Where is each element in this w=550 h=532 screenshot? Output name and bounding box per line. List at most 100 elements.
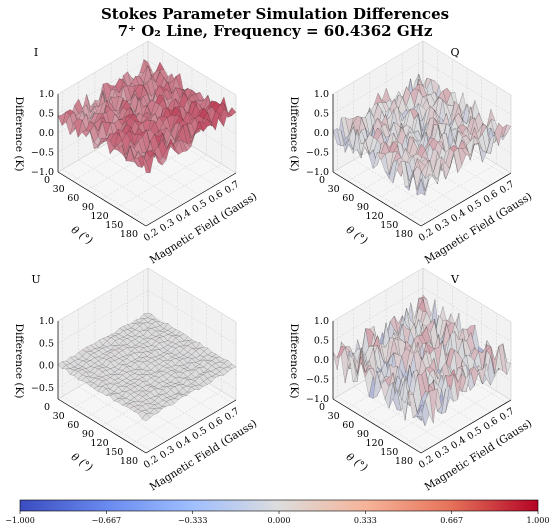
gridline-z [332,60,512,115]
z-tick-label: 1.0 [39,316,54,327]
z-axis-label: Difference (K) [13,97,25,172]
x-axis-label: θ (°) [69,451,95,474]
y-tick-label: 0.5 [190,198,209,215]
y-tick-label: 0.5 [190,425,209,442]
y-tick-label: 0.2 [417,454,436,471]
x-tick-label: 120 [91,211,109,222]
y-tick-label: 0.5 [465,425,484,442]
z-tick-label: 0.5 [314,336,329,347]
z-tick-label: 1.0 [314,89,329,100]
x-tick-label: 90 [82,202,94,213]
surface [332,73,512,196]
colorbar-tick-label: 0.667 [440,516,463,525]
surface [57,313,237,422]
z-tick-label: −1.0 [306,394,329,405]
y-tick-label: 0.5 [465,198,484,215]
x-axis-label: θ (°) [344,451,370,474]
gridline-z [57,99,237,154]
x-axis-line [332,398,422,454]
gridline-z [57,40,237,96]
surface [57,59,237,174]
z-tick-label: 0.5 [39,338,54,349]
y-tick-label: 0.7 [498,179,517,196]
gridline-z [332,40,512,96]
x-axis-line [332,171,422,227]
z-axis-label: Difference (K) [13,324,25,399]
x-tick-label: 60 [67,420,79,431]
y-tick-label: 0.6 [207,415,226,432]
x-tick-label: 150 [105,447,123,458]
y-tick-label: 0.6 [482,415,501,432]
gridline-z [332,306,512,362]
y-tick-label: 0.3 [158,217,177,234]
y-axis-line [420,399,512,454]
figure-title-line1: Stokes Parameter Simulation Differences [101,5,449,23]
x-tick-label: 60 [342,420,354,431]
y-tick-label: 0.4 [449,434,468,451]
colorbar-tick-label: −1.000 [5,516,35,525]
y-tick-label: 0.7 [498,406,517,423]
z-tick-label: −0.5 [31,383,54,394]
x-axis-label: θ (°) [344,224,370,247]
z-tick-label: −0.5 [306,148,329,159]
x-tick-label: 0 [319,402,325,413]
z-tick-label: −1.0 [306,167,329,178]
z-tick-label: 1.0 [39,89,54,100]
colorbar-tick-label: 1.000 [527,516,550,525]
gridline-z [332,267,512,323]
figure-title-line2: 7⁺ O₂ Line, Frequency = 60.4362 GHz [118,22,433,40]
panel-title: I [34,46,38,59]
y-tick-label: 0.4 [174,434,193,451]
panel-title: V [450,273,460,286]
z-tick-label: 0.5 [39,109,54,120]
y-tick-label: 0.7 [223,406,242,423]
y-axis-line [145,172,237,227]
x-tick-label: 0 [319,175,325,186]
surface [332,294,512,427]
x-tick-label: 120 [366,438,384,449]
y-tick-label: 0.4 [174,207,193,224]
x-tick-label: 180 [395,456,413,467]
x-tick-label: 180 [120,229,138,240]
x-axis-label: θ (°) [69,224,95,247]
x-tick-label: 60 [342,193,354,204]
z-axis-label: Difference (K) [288,324,300,399]
y-tick-label: 0.3 [158,444,177,461]
y-axis-line [145,399,237,454]
x-tick-label: 180 [395,229,413,240]
x-tick-label: 90 [357,429,369,440]
x-tick-label: 120 [91,438,109,449]
z-tick-label: 0.0 [314,128,329,139]
x-tick-label: 30 [328,411,340,422]
colorbar: −1.000 −0.667 −0.333 0.000 0.333 0.667 1.000 [5,499,549,525]
colorbar-gradient [19,499,539,512]
z-tick-label: −0.5 [31,148,54,159]
y-tick-label: 0.4 [449,207,468,224]
y-tick-label: 0.2 [142,454,161,471]
y-tick-label: 0.6 [482,188,501,205]
z-axis-label: Difference (K) [288,97,300,172]
colorbar-tick-label: −0.667 [92,516,122,525]
surface-cell [141,155,151,174]
y-tick-label: 0.3 [433,444,452,461]
gridline-z [332,287,512,342]
surface-cell [141,413,151,422]
panel-title: U [31,273,40,286]
y-tick-label: 0.6 [207,188,226,205]
y-tick-label: 0.2 [142,227,161,244]
z-tick-label: −0.5 [306,375,329,386]
z-tick-label: 0.0 [314,355,329,366]
x-tick-label: 30 [53,184,65,195]
x-tick-label: 150 [380,447,398,458]
x-tick-label: 0 [44,402,50,413]
gridline-field [353,308,442,442]
x-tick-label: 150 [105,220,123,231]
x-tick-label: 120 [366,211,384,222]
colorbar-ticks: −1.000 −0.667 −0.333 0.000 0.333 0.667 1.000 [5,511,549,525]
x-tick-label: 150 [380,220,398,231]
colorbar-tick-label: 0.000 [268,516,291,525]
y-tick-label: 0.2 [417,227,436,244]
